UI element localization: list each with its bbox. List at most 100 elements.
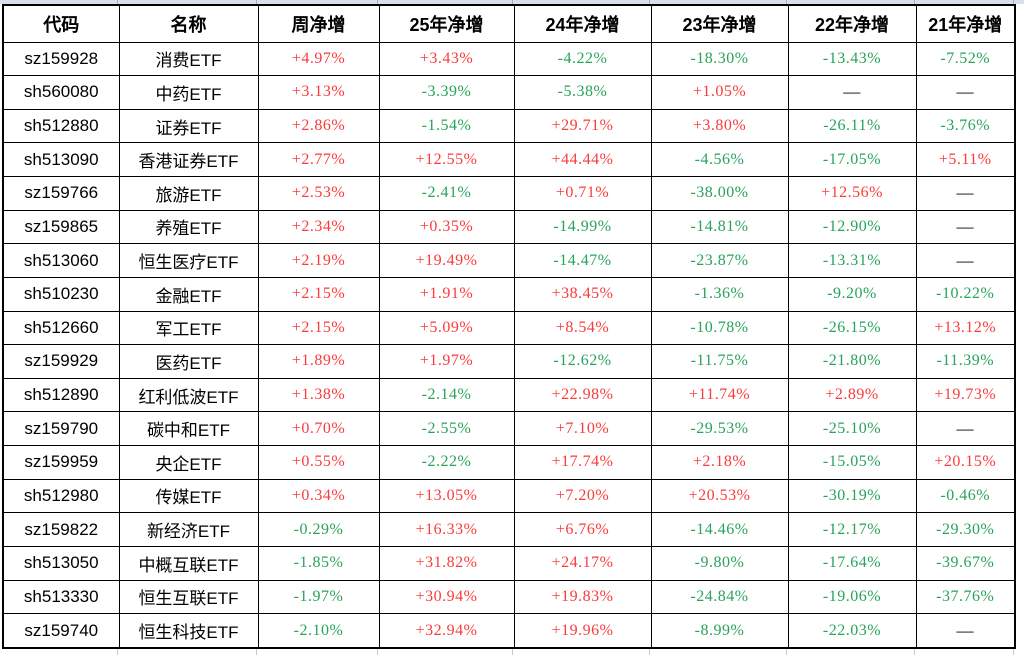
etf-change-cell[interactable]: -5.38% — [513, 75, 652, 110]
etf-code-cell[interactable]: sh512890 — [2, 377, 120, 413]
etf-change-cell[interactable]: -4.56% — [650, 142, 789, 177]
etf-change-cell[interactable]: -38.00% — [650, 176, 789, 211]
etf-change-cell[interactable]: -1.54% — [378, 108, 515, 144]
etf-name-cell[interactable]: 证券ETF — [118, 108, 259, 144]
etf-change-cell[interactable]: -2.10% — [257, 613, 380, 649]
etf-change-cell[interactable]: +2.53% — [257, 176, 380, 211]
etf-code-cell[interactable]: sh512980 — [2, 478, 120, 514]
etf-change-cell[interactable]: -3.39% — [378, 75, 515, 110]
etf-change-cell[interactable]: -2.55% — [378, 411, 515, 446]
column-header-6[interactable]: 22年净增 — [787, 4, 917, 43]
etf-code-cell[interactable]: sz159740 — [2, 613, 120, 649]
etf-change-cell[interactable]: +13.12% — [915, 310, 1016, 346]
etf-change-cell[interactable]: +31.82% — [378, 545, 515, 581]
etf-change-cell[interactable]: +3.80% — [650, 108, 789, 144]
etf-code-cell[interactable]: sh512880 — [2, 108, 120, 144]
etf-name-cell[interactable]: 传媒ETF — [118, 478, 259, 514]
etf-code-cell[interactable]: sh510230 — [2, 276, 120, 312]
etf-code-cell[interactable]: sh513050 — [2, 545, 120, 581]
etf-change-cell[interactable]: -11.39% — [915, 344, 1016, 379]
etf-change-cell[interactable]: -19.06% — [787, 579, 917, 615]
etf-change-cell[interactable]: +5.09% — [378, 310, 515, 346]
etf-change-cell[interactable]: -18.30% — [650, 41, 789, 77]
etf-change-cell[interactable]: -14.47% — [513, 243, 652, 278]
etf-change-cell[interactable]: -12.62% — [513, 344, 652, 379]
column-header-7[interactable]: 21年净增 — [915, 4, 1016, 43]
etf-change-cell[interactable]: +1.97% — [378, 344, 515, 379]
etf-change-cell[interactable]: — — [915, 411, 1016, 446]
etf-code-cell[interactable]: sh513090 — [2, 142, 120, 177]
etf-change-cell[interactable]: +16.33% — [378, 512, 515, 547]
etf-change-cell[interactable]: -7.52% — [915, 41, 1016, 77]
etf-change-cell[interactable]: +29.71% — [513, 108, 652, 144]
etf-change-cell[interactable]: +24.17% — [513, 545, 652, 581]
etf-change-cell[interactable]: -10.78% — [650, 310, 789, 346]
etf-change-cell[interactable]: +2.19% — [257, 243, 380, 278]
etf-name-cell[interactable]: 红利低波ETF — [118, 377, 259, 413]
etf-change-cell[interactable]: -4.22% — [513, 41, 652, 77]
etf-change-cell[interactable]: -15.05% — [787, 445, 917, 480]
etf-change-cell[interactable]: -29.30% — [915, 512, 1016, 547]
etf-name-cell[interactable]: 新经济ETF — [118, 512, 259, 547]
etf-name-cell[interactable]: 恒生互联ETF — [118, 579, 259, 615]
etf-change-cell[interactable]: +12.56% — [787, 176, 917, 211]
etf-change-cell[interactable]: — — [915, 176, 1016, 211]
etf-change-cell[interactable]: -17.64% — [787, 545, 917, 581]
etf-change-cell[interactable]: +5.11% — [915, 142, 1016, 177]
etf-name-cell[interactable]: 央企ETF — [118, 445, 259, 480]
etf-change-cell[interactable]: -26.11% — [787, 108, 917, 144]
etf-change-cell[interactable]: +2.15% — [257, 276, 380, 312]
etf-change-cell[interactable]: -13.43% — [787, 41, 917, 77]
etf-code-cell[interactable]: sh513060 — [2, 243, 120, 278]
etf-change-cell[interactable]: -23.87% — [650, 243, 789, 278]
etf-change-cell[interactable]: -13.31% — [787, 243, 917, 278]
etf-change-cell[interactable]: +7.20% — [513, 478, 652, 514]
etf-name-cell[interactable]: 军工ETF — [118, 310, 259, 346]
column-header-3[interactable]: 25年净增 — [378, 4, 515, 43]
etf-change-cell[interactable]: +0.55% — [257, 445, 380, 480]
etf-change-cell[interactable]: -22.03% — [787, 613, 917, 649]
etf-change-cell[interactable]: +1.05% — [650, 75, 789, 110]
etf-name-cell[interactable]: 金融ETF — [118, 276, 259, 312]
etf-change-cell[interactable]: +0.35% — [378, 209, 515, 245]
etf-change-cell[interactable]: +2.18% — [650, 445, 789, 480]
etf-change-cell[interactable]: +4.97% — [257, 41, 380, 77]
etf-change-cell[interactable]: +2.89% — [787, 377, 917, 413]
etf-change-cell[interactable]: +38.45% — [513, 276, 652, 312]
etf-change-cell[interactable]: -1.85% — [257, 545, 380, 581]
etf-change-cell[interactable]: — — [915, 75, 1016, 110]
etf-change-cell[interactable]: +17.74% — [513, 445, 652, 480]
etf-change-cell[interactable]: +30.94% — [378, 579, 515, 615]
etf-name-cell[interactable]: 恒生科技ETF — [118, 613, 259, 649]
etf-code-cell[interactable]: sz159865 — [2, 209, 120, 245]
etf-change-cell[interactable]: -2.41% — [378, 176, 515, 211]
etf-change-cell[interactable]: +1.89% — [257, 344, 380, 379]
etf-code-cell[interactable]: sz159790 — [2, 411, 120, 446]
etf-change-cell[interactable]: +22.98% — [513, 377, 652, 413]
etf-change-cell[interactable]: +2.77% — [257, 142, 380, 177]
etf-name-cell[interactable]: 碳中和ETF — [118, 411, 259, 446]
etf-change-cell[interactable]: +0.71% — [513, 176, 652, 211]
etf-name-cell[interactable]: 医药ETF — [118, 344, 259, 379]
etf-change-cell[interactable]: +20.15% — [915, 445, 1016, 480]
etf-change-cell[interactable]: +0.34% — [257, 478, 380, 514]
etf-code-cell[interactable]: sz159929 — [2, 344, 120, 379]
etf-change-cell[interactable]: -25.10% — [787, 411, 917, 446]
etf-name-cell[interactable]: 恒生医疗ETF — [118, 243, 259, 278]
etf-change-cell[interactable]: -24.84% — [650, 579, 789, 615]
etf-name-cell[interactable]: 香港证券ETF — [118, 142, 259, 177]
column-header-1[interactable]: 名称 — [118, 4, 259, 43]
etf-change-cell[interactable]: -2.22% — [378, 445, 515, 480]
etf-change-cell[interactable]: -29.53% — [650, 411, 789, 446]
etf-change-cell[interactable]: +6.76% — [513, 512, 652, 547]
etf-change-cell[interactable]: +8.54% — [513, 310, 652, 346]
etf-change-cell[interactable]: -37.76% — [915, 579, 1016, 615]
etf-change-cell[interactable]: -12.90% — [787, 209, 917, 245]
etf-change-cell[interactable]: -0.46% — [915, 478, 1016, 514]
etf-name-cell[interactable]: 养殖ETF — [118, 209, 259, 245]
etf-name-cell[interactable]: 中概互联ETF — [118, 545, 259, 581]
column-header-4[interactable]: 24年净增 — [513, 4, 652, 43]
column-header-0[interactable]: 代码 — [2, 4, 120, 43]
etf-change-cell[interactable]: — — [915, 243, 1016, 278]
etf-code-cell[interactable]: sz159928 — [2, 41, 120, 77]
